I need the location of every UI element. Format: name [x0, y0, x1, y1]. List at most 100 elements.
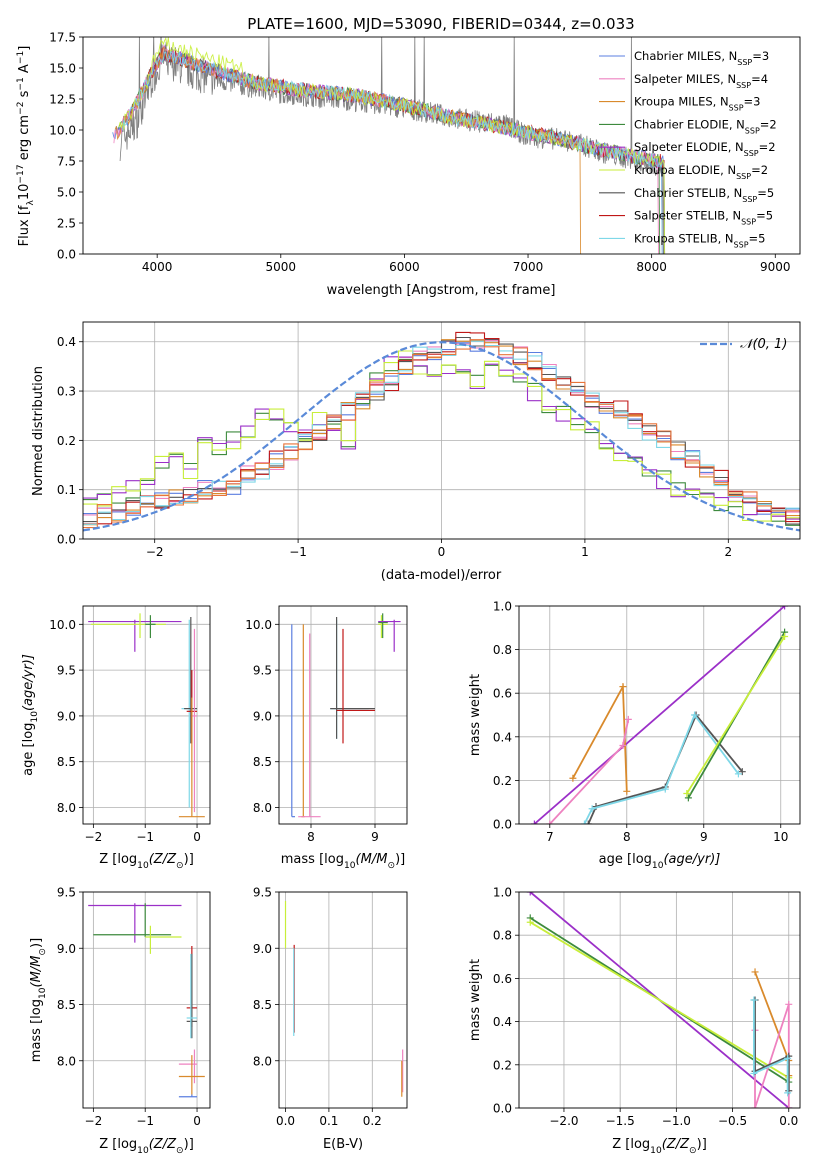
age-vs-Z-panel-xlabel: Z [log10(Z/Z⊙)] — [99, 852, 194, 871]
histogram-kroupa_elodie — [83, 350, 800, 522]
axes-frame — [82, 36, 801, 255]
legend-label-salpeter_elodie: Salpeter ELODIE, NSSP=2 — [634, 140, 776, 158]
x-tick-label: 2 — [724, 545, 732, 559]
y-tick-label: 0.0 — [57, 533, 76, 547]
label-part: age [log — [599, 852, 652, 867]
y-tick-label: 9.0 — [253, 709, 272, 723]
spectrum-panel: 4000 5000 6000 7000 8000 9000 0.0 2.5 5.0 7.5 10.0… — [16, 31, 801, 298]
legend-n-value: =3 — [744, 95, 761, 109]
x-tick-label: 0.0 — [779, 1114, 798, 1128]
x-tick-label: 0.0 — [276, 1114, 295, 1128]
label-part: (Z/Z — [662, 1137, 690, 1152]
legend-n-value: =2 — [751, 163, 768, 177]
weight-line-kroupa_elodie — [529, 921, 790, 1079]
spectrum-ylabel: Flux [fλ10−17 erg cm−2 s−1 A−1] — [16, 46, 36, 247]
x-tick-label: 0 — [438, 545, 446, 559]
y-tick-label: 0.1 — [57, 483, 76, 497]
weight-line-salpeter_elodie — [533, 606, 786, 824]
histogram-chabrier_stelib — [83, 336, 800, 525]
label-part: Z [log — [99, 1137, 137, 1152]
label-part: −1 — [16, 51, 26, 64]
model-spectrum-kroupa_stelib — [122, 50, 663, 254]
label-part: (M/M — [29, 956, 44, 988]
y-tick-label: 5.0 — [57, 186, 76, 200]
y-tick-label: 0.6 — [493, 687, 512, 701]
x-tick-label: −2 — [85, 1114, 103, 1128]
legend-label-chabrier_miles: Chabrier MILES, NSSP=3 — [634, 49, 769, 67]
label-part: erg cm — [17, 115, 32, 164]
y-tick-label: 8.5 — [57, 998, 76, 1012]
weight-point-kroupa_stelib — [661, 785, 669, 793]
axes-frame — [82, 891, 211, 1109]
y-tick-label: 1.0 — [493, 886, 512, 900]
legend-model-name: Salpeter ELODIE, N — [634, 140, 744, 154]
label-part: 10 — [652, 861, 664, 871]
x-tick-label: 10 — [773, 830, 788, 844]
plot-area — [112, 37, 666, 254]
label-part: ] — [17, 46, 32, 51]
weight-point-salpeter_miles — [785, 1000, 793, 1008]
axes-frame — [278, 891, 408, 1109]
label-part: )] — [29, 938, 44, 948]
y-tick-label: 0.6 — [493, 972, 512, 986]
weight-point-kroupa_stelib — [750, 1069, 758, 1077]
legend-n-value: =3 — [752, 49, 769, 63]
x-tick-label: 8 — [623, 830, 631, 844]
y-tick-label: 8.0 — [253, 1054, 272, 1068]
weight-point-kroupa_stelib — [784, 1089, 792, 1097]
legend-n-value: =5 — [756, 209, 773, 223]
weight-point-salpeter_elodie — [781, 606, 789, 610]
label-part: −1 — [16, 77, 26, 90]
plot-area — [526, 892, 793, 1108]
legend-label-salpeter_miles: Salpeter MILES, NSSP=4 — [634, 72, 768, 90]
weight-point-kroupa_stelib — [734, 770, 742, 778]
weight-point-kroupa_stelib — [784, 1054, 792, 1062]
label-part: Z [log — [612, 1137, 650, 1152]
histogram-orange_fit — [83, 339, 800, 529]
plot-area — [530, 606, 789, 824]
label-part: (M/M — [356, 852, 388, 867]
label-part: A — [17, 64, 32, 77]
weight-point-chabrier_stelib — [584, 820, 592, 824]
weight-point-kroupa_stelib — [691, 711, 699, 719]
x-tick-label: 9000 — [760, 260, 791, 274]
legend-label-salpeter_stelib: Salpeter STELIB, NSSP=5 — [634, 209, 773, 227]
panels: 4000 5000 6000 7000 8000 90000.02.55.07.510.0… — [16, 31, 801, 1156]
histogram-legend-label: 𝒩(0, 1) — [740, 337, 787, 352]
weight-point-kroupa_elodie — [683, 789, 691, 797]
y-tick-label: 9.0 — [253, 942, 272, 956]
y-tick-label: 9.5 — [57, 886, 76, 900]
weight-point-salpeter_miles — [624, 715, 632, 723]
label-part: 10 — [17, 184, 32, 201]
label-part: Flux [f — [17, 205, 32, 246]
weight-point-salpeter_miles — [619, 742, 627, 750]
x-tick-label: −1 — [136, 830, 154, 844]
label-part: age [log — [21, 723, 36, 776]
legend-label-kroupa_stelib: Kroupa STELIB, NSSP=5 — [634, 231, 765, 249]
axes-frame — [278, 605, 408, 825]
weight-vs-age-panel-xlabel: age [log10(age/yr)] — [599, 852, 721, 871]
label-part: ⊙ — [387, 861, 395, 871]
legend-subscript: SSP — [734, 240, 749, 249]
y-tick-label: 0.4 — [493, 1015, 512, 1029]
legend-label-kroupa_elodie: Kroupa ELODIE, NSSP=2 — [634, 163, 768, 181]
weight-point-kroupa_miles — [619, 683, 627, 691]
legend-subscript: SSP — [741, 217, 756, 226]
x-tick-label: 4000 — [142, 260, 173, 274]
weight-point-kroupa_miles — [623, 787, 631, 795]
label-part: 10 — [650, 1146, 662, 1156]
y-tick-label: 8.0 — [253, 801, 272, 815]
y-tick-label: 8.5 — [57, 755, 76, 769]
x-tick-label: −1 — [289, 545, 307, 559]
spectrum-xlabel: wavelength [Angstrom, rest frame] — [327, 283, 556, 298]
plot-area — [88, 613, 205, 818]
y-tick-label: 10.0 — [245, 618, 272, 632]
legend-subscript: SSP — [745, 126, 760, 135]
weight-point-kroupa_miles — [751, 968, 759, 976]
legend-model-name: Salpeter MILES, N — [634, 72, 736, 86]
legend-label-kroupa_miles: Kroupa MILES, NSSP=3 — [634, 95, 760, 113]
legend-n-value: =2 — [760, 117, 777, 131]
y-tick-label: 9.5 — [57, 664, 76, 678]
